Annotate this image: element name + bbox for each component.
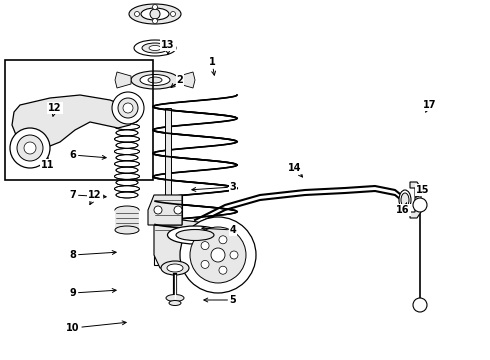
- Bar: [116, 108, 138, 195]
- Text: 3: 3: [192, 182, 236, 192]
- Text: 16: 16: [396, 203, 410, 215]
- Ellipse shape: [115, 226, 139, 234]
- Ellipse shape: [116, 105, 138, 111]
- Circle shape: [154, 206, 162, 214]
- Ellipse shape: [116, 155, 138, 161]
- Text: 8: 8: [70, 250, 116, 260]
- Circle shape: [219, 236, 227, 244]
- Circle shape: [10, 128, 50, 168]
- Text: 4: 4: [202, 225, 236, 235]
- Text: 12: 12: [48, 103, 62, 116]
- Ellipse shape: [166, 294, 184, 302]
- Ellipse shape: [131, 71, 179, 89]
- Circle shape: [17, 135, 43, 161]
- Circle shape: [174, 206, 182, 214]
- Ellipse shape: [149, 45, 161, 50]
- Ellipse shape: [399, 190, 411, 210]
- Circle shape: [150, 9, 160, 19]
- Text: 2: 2: [171, 75, 183, 87]
- Ellipse shape: [115, 174, 140, 179]
- Ellipse shape: [116, 117, 138, 123]
- Ellipse shape: [116, 192, 138, 198]
- Ellipse shape: [142, 43, 168, 53]
- Ellipse shape: [134, 40, 176, 56]
- Polygon shape: [148, 195, 182, 225]
- Ellipse shape: [161, 261, 189, 275]
- Circle shape: [180, 217, 256, 293]
- Circle shape: [413, 298, 427, 312]
- Polygon shape: [12, 95, 138, 148]
- Text: 9: 9: [70, 288, 116, 298]
- Circle shape: [152, 18, 157, 23]
- Text: 10: 10: [66, 321, 126, 333]
- Text: 13: 13: [161, 40, 175, 54]
- Ellipse shape: [116, 180, 138, 185]
- Circle shape: [219, 266, 227, 274]
- Text: 5: 5: [204, 295, 236, 305]
- Text: 14: 14: [288, 163, 302, 177]
- Bar: [115, 210, 139, 230]
- Ellipse shape: [176, 230, 214, 240]
- Bar: [5, 60, 153, 180]
- Circle shape: [24, 142, 36, 154]
- Ellipse shape: [140, 75, 170, 86]
- Circle shape: [134, 12, 140, 17]
- Circle shape: [152, 5, 157, 9]
- Ellipse shape: [401, 193, 409, 207]
- Circle shape: [118, 98, 138, 118]
- Text: 1: 1: [209, 57, 216, 75]
- Ellipse shape: [115, 149, 140, 154]
- Text: 11: 11: [41, 158, 55, 170]
- Circle shape: [112, 92, 144, 124]
- Ellipse shape: [168, 226, 222, 244]
- Bar: [165, 108, 171, 195]
- Ellipse shape: [116, 142, 138, 148]
- Polygon shape: [115, 72, 131, 88]
- Text: 6: 6: [70, 150, 106, 160]
- Ellipse shape: [115, 123, 140, 130]
- Circle shape: [171, 12, 175, 17]
- Ellipse shape: [115, 136, 140, 142]
- Bar: [154, 195, 182, 265]
- Polygon shape: [154, 220, 213, 268]
- Ellipse shape: [148, 77, 162, 83]
- Ellipse shape: [116, 167, 138, 173]
- Ellipse shape: [116, 130, 138, 136]
- Circle shape: [190, 227, 246, 283]
- Polygon shape: [410, 182, 421, 218]
- Ellipse shape: [141, 8, 169, 20]
- Ellipse shape: [115, 161, 140, 167]
- Circle shape: [123, 103, 133, 113]
- Circle shape: [230, 251, 238, 259]
- Text: 12: 12: [88, 190, 102, 204]
- Ellipse shape: [169, 301, 181, 306]
- Ellipse shape: [115, 111, 140, 117]
- Polygon shape: [179, 72, 195, 88]
- Ellipse shape: [129, 4, 181, 24]
- Circle shape: [201, 260, 209, 269]
- Text: 15: 15: [416, 185, 430, 197]
- Text: 7: 7: [70, 190, 106, 200]
- Ellipse shape: [115, 186, 140, 192]
- Circle shape: [211, 248, 225, 262]
- Circle shape: [413, 198, 427, 212]
- Circle shape: [201, 242, 209, 249]
- Ellipse shape: [115, 206, 139, 214]
- Text: 17: 17: [423, 100, 437, 112]
- Ellipse shape: [167, 264, 183, 272]
